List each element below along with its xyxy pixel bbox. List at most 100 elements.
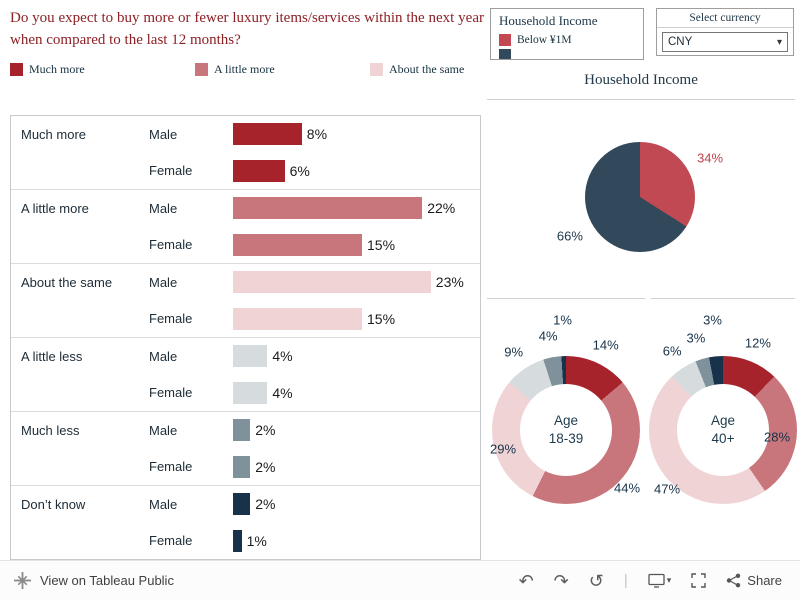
bar-row: Female 1% xyxy=(149,523,480,560)
income-legend-items: Below ¥1M xyxy=(491,34,643,59)
income-pie-panel: 34% 66% xyxy=(487,100,795,297)
bar-category-group: A little more Male 22% Female 15% xyxy=(11,189,480,263)
bar-row: Female 6% xyxy=(149,153,480,190)
income-legend-box: Household Income Below ¥1M xyxy=(490,8,644,60)
gender-label: Male xyxy=(149,422,178,438)
income-section-title: Household Income xyxy=(584,72,698,88)
gender-label: Female xyxy=(149,459,193,475)
bar-mark[interactable] xyxy=(233,307,362,330)
footer-toolbar: View on Tableau Public ↶ ↷ ↺ | ▾ xyxy=(0,560,800,600)
legend-swatch xyxy=(195,63,208,76)
bar-value-label: 4% xyxy=(272,348,293,365)
bar-row: Male 2% xyxy=(149,486,480,523)
category-label: A little more xyxy=(21,201,89,216)
currency-select[interactable]: CNY ▾ xyxy=(662,32,788,52)
redo-icon[interactable]: ↷ xyxy=(553,570,569,591)
slice-value-label: 4% xyxy=(538,328,558,344)
category-label: Don’t know xyxy=(21,497,86,512)
bar-category-group: Much less Male 2% Female 2% xyxy=(11,411,480,485)
bar-value-label: 22% xyxy=(427,200,456,217)
bar-mark[interactable] xyxy=(233,271,431,294)
slice-value-label: 66% xyxy=(556,228,583,244)
bar-mark[interactable] xyxy=(233,381,268,404)
bar-mark[interactable] xyxy=(233,529,242,552)
bar-value-label: 8% xyxy=(306,126,328,143)
answer-legend: Much more A little more About the same xyxy=(10,62,480,77)
bar-rows: Male 22% Female 15% xyxy=(149,190,480,263)
bar-row: Female 15% xyxy=(149,301,480,338)
currency-panel-title: Select currency xyxy=(657,9,793,28)
bar-mark[interactable] xyxy=(233,123,302,146)
income-legend-label: Below ¥1M xyxy=(517,34,572,46)
legend-swatch xyxy=(10,63,23,76)
toolbar-divider: | xyxy=(623,572,628,589)
bar-wrap: 2% xyxy=(233,419,480,442)
bar-mark[interactable] xyxy=(233,419,251,442)
download-icon[interactable]: ▾ xyxy=(648,573,672,588)
bar-chart-panel: Much more Male 8% Female 6% A little more Male… xyxy=(10,115,481,560)
bar-mark[interactable] xyxy=(233,493,251,516)
bar-value-label: 4% xyxy=(272,384,293,401)
bar-wrap: 8% xyxy=(233,123,480,146)
bar-mark[interactable] xyxy=(233,455,251,478)
slice-value-label: 28% xyxy=(763,429,791,445)
bar-rows: Male 8% Female 6% xyxy=(149,116,480,189)
age-18-39-chart[interactable]: Age 18-39 xyxy=(492,356,640,504)
gender-label: Male xyxy=(149,496,178,512)
bar-mark[interactable] xyxy=(233,345,268,368)
category-label: Much less xyxy=(21,423,80,438)
chevron-down-icon: ▾ xyxy=(666,575,672,585)
income-legend-item[interactable] xyxy=(499,49,643,59)
bar-wrap: 15% xyxy=(233,307,480,330)
legend-swatch xyxy=(370,63,383,76)
slice-value-label: 12% xyxy=(744,335,771,351)
income-legend-item[interactable]: Below ¥1M xyxy=(499,34,643,46)
bar-row: Female 4% xyxy=(149,375,480,412)
slice-value-label: 3% xyxy=(686,330,706,346)
category-label: A little less xyxy=(21,349,83,364)
age-18-39-panel: Age 18-39 14% 44% 29% 9% 4% 1% xyxy=(487,298,645,558)
household-income-pie-chart[interactable] xyxy=(585,142,695,252)
fullscreen-icon[interactable] xyxy=(691,573,706,588)
share-button[interactable]: Share xyxy=(726,573,782,588)
bar-wrap: 4% xyxy=(233,381,480,404)
bar-value-label: 1% xyxy=(246,532,267,549)
slice-value-label: 3% xyxy=(703,312,722,328)
legend-item[interactable]: Much more xyxy=(10,62,195,77)
gender-label: Female xyxy=(149,385,193,401)
bar-wrap: 2% xyxy=(233,455,480,478)
bar-row: Male 2% xyxy=(149,412,480,449)
bar-value-label: 2% xyxy=(255,458,276,475)
bar-mark[interactable] xyxy=(233,197,423,220)
bar-wrap: 15% xyxy=(233,233,480,256)
bar-wrap: 2% xyxy=(233,493,480,516)
age-40plus-panel: Age 40+ 12% 28% 47% 6% 3% 3% xyxy=(649,298,797,558)
bar-mark[interactable] xyxy=(233,159,285,182)
toolbar-buttons: ↶ ↷ ↺ | ▾ xyxy=(519,572,800,590)
gender-label: Female xyxy=(149,237,193,253)
undo-icon[interactable]: ↶ xyxy=(518,570,534,591)
bar-row: Female 15% xyxy=(149,227,480,264)
bar-row: Male 4% xyxy=(149,338,480,375)
gender-label: Male xyxy=(149,126,178,142)
slice-value-label: 29% xyxy=(489,441,517,457)
legend-item[interactable]: About the same xyxy=(370,62,480,77)
legend-item[interactable]: A little more xyxy=(195,62,370,77)
currency-selected-value: CNY xyxy=(668,36,693,48)
bar-wrap: 1% xyxy=(233,529,480,552)
donut-center-label: Age 18-39 xyxy=(520,384,612,476)
replay-icon[interactable]: ↺ xyxy=(588,570,604,591)
legend-label: About the same xyxy=(389,62,465,76)
section-divider xyxy=(487,99,795,100)
slice-value-label: 6% xyxy=(662,343,682,359)
bar-row: Male 22% xyxy=(149,190,480,227)
view-on-tableau-public-link[interactable]: View on Tableau Public xyxy=(40,573,174,588)
age-40-plus-chart[interactable]: Age 40+ xyxy=(649,356,797,504)
gender-label: Male xyxy=(149,274,178,290)
slice-value-label: 14% xyxy=(592,337,619,353)
footer-brand[interactable]: View on Tableau Public xyxy=(0,572,174,589)
bar-mark[interactable] xyxy=(233,233,362,256)
slice-value-label: 44% xyxy=(613,480,641,496)
bar-rows: Male 23% Female 15% xyxy=(149,264,480,337)
